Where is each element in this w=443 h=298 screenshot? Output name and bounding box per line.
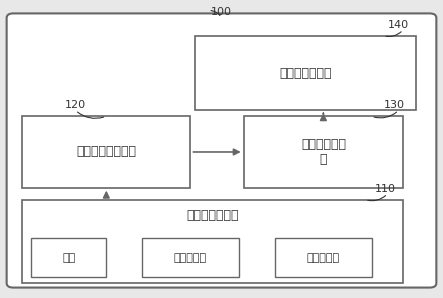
FancyBboxPatch shape — [244, 116, 403, 188]
FancyBboxPatch shape — [22, 200, 403, 283]
FancyBboxPatch shape — [22, 116, 190, 188]
Text: 140: 140 — [388, 20, 409, 30]
FancyBboxPatch shape — [142, 238, 239, 277]
FancyBboxPatch shape — [195, 36, 416, 110]
Text: 应用核心网: 应用核心网 — [307, 253, 340, 263]
Text: 采集解析子系
统: 采集解析子系 统 — [301, 138, 346, 166]
Text: 分析管理子系统: 分析管理子系统 — [280, 66, 332, 80]
Text: 110: 110 — [375, 184, 396, 194]
FancyBboxPatch shape — [7, 13, 436, 288]
Text: 100: 100 — [211, 7, 232, 18]
Text: 网络仿真子系统: 网络仿真子系统 — [187, 209, 239, 222]
FancyBboxPatch shape — [31, 238, 106, 277]
Text: 物理核心网: 物理核心网 — [174, 253, 207, 263]
Text: 130: 130 — [384, 100, 405, 110]
FancyBboxPatch shape — [275, 238, 372, 277]
Text: 攻击源模拟子系统: 攻击源模拟子系统 — [76, 145, 136, 159]
Text: 120: 120 — [65, 100, 86, 110]
Text: 基站: 基站 — [62, 253, 75, 263]
